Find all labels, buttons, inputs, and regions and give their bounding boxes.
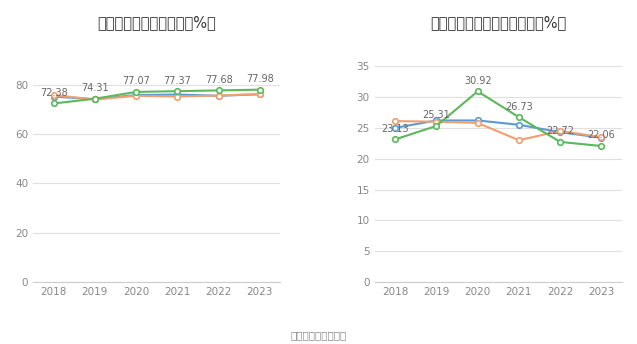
Text: 26.73: 26.73 [505, 101, 533, 112]
Text: 25.31: 25.31 [422, 110, 450, 120]
Title: 近年来有息资产负债率情况（%）: 近年来有息资产负债率情况（%） [430, 15, 566, 30]
Text: 77.98: 77.98 [246, 74, 274, 84]
Text: 77.68: 77.68 [204, 75, 233, 85]
Title: 近年来资产负债率情况（%）: 近年来资产负债率情况（%） [97, 15, 216, 30]
Text: 30.92: 30.92 [464, 76, 492, 86]
Text: 77.07: 77.07 [122, 76, 150, 86]
Text: 数据来源：恒生聚源: 数据来源：恒生聚源 [290, 331, 347, 341]
Text: 77.37: 77.37 [164, 76, 191, 86]
Text: 72.38: 72.38 [39, 88, 68, 98]
Text: 22.72: 22.72 [546, 126, 574, 136]
Text: 74.31: 74.31 [81, 83, 109, 93]
Text: 22.06: 22.06 [587, 130, 615, 140]
Text: 23.13: 23.13 [382, 124, 409, 134]
